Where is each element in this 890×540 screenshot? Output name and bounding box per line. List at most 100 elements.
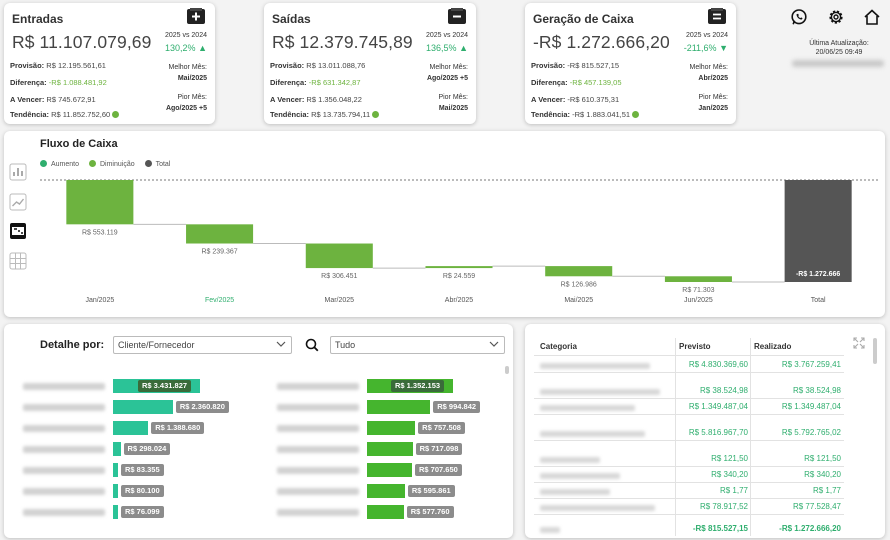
bar-category-label [23, 404, 105, 411]
waterfall-chart-icon[interactable] [9, 222, 27, 240]
bar-value-label: R$ 83.355 [121, 464, 164, 476]
x-tick-label: Jun/2025 [684, 297, 713, 304]
bar-fill[interactable] [367, 400, 431, 414]
table-category-cell [540, 405, 635, 411]
col-header-realizado[interactable]: Realizado [754, 342, 792, 351]
gear-icon[interactable] [827, 8, 845, 26]
kpi-title: Geração de Caixa [533, 12, 634, 26]
bar-row[interactable]: R$ 3.431.827 [23, 379, 200, 393]
bar-row[interactable]: R$ 83.355 [23, 463, 200, 477]
x-tick-label: Jan/2025 [85, 297, 114, 304]
bar-category-label [23, 383, 105, 390]
waterfall-bar-jun-2025[interactable] [664, 276, 732, 283]
bar-fill[interactable] [367, 484, 405, 498]
bar-fill[interactable] [113, 421, 149, 435]
scrollbar-thumb[interactable] [505, 366, 509, 374]
bar-row[interactable]: R$ 757.508 [277, 421, 465, 435]
bar-value-label: R$ 1.352.153 [391, 380, 445, 392]
compare-percent: 130,2% [165, 43, 196, 53]
column-chart-icon[interactable] [9, 163, 27, 181]
tendencia-row: Tendência: -R$ 1.883.041,51 [531, 110, 640, 119]
dimension-select[interactable]: Cliente/Fornecedor [113, 336, 292, 354]
bar-row[interactable]: R$ 2.360.820 [23, 400, 229, 414]
expand-icon[interactable] [853, 337, 865, 349]
compare-label: 2025 vs 2024 [685, 32, 728, 39]
bar-row[interactable]: R$ 577.760 [277, 505, 454, 519]
status-dot-icon [112, 111, 120, 118]
legend-dot-total [144, 160, 152, 167]
waterfall-bar-mai-2025[interactable] [545, 266, 613, 277]
bar-fill[interactable] [367, 463, 412, 477]
kpi-card-geracao-caixa: Geração de Caixa -R$ 1.272.666,20 2025 v… [525, 3, 736, 124]
bar-row[interactable]: R$ 1.388.680 [23, 421, 205, 435]
bar-row[interactable]: R$ 595.861 [277, 484, 455, 498]
compare-percent: -211,6% [683, 43, 717, 53]
column-divider [675, 338, 676, 536]
waterfall-bar-jan-2025[interactable] [66, 180, 134, 225]
bar-row[interactable]: R$ 717.098 [277, 442, 463, 456]
provisao-value: -R$ 815.527,15 [567, 61, 619, 70]
bar-fill[interactable] [367, 505, 404, 519]
table-grid-icon[interactable] [9, 252, 27, 270]
equals-icon[interactable] [707, 8, 727, 25]
data-label: -R$ 1.272.666 [796, 271, 840, 278]
x-tick-label: Total [811, 297, 826, 304]
worst-month-value: Mai/2025 [438, 105, 468, 112]
bar-row[interactable]: R$ 1.352.153 [277, 379, 453, 393]
bar-fill[interactable] [367, 421, 416, 435]
scope-select[interactable]: Tudo [330, 336, 505, 354]
x-tick-label: Mai/2025 [564, 297, 593, 304]
bar-fill[interactable] [113, 400, 173, 414]
table-cell-previsto: R$ 121,50 [711, 454, 748, 463]
bar-category-label [23, 467, 105, 474]
legend-label: Diminuição [99, 161, 135, 168]
bar-fill[interactable] [113, 484, 118, 498]
kpi-card-saidas: Saídas R$ 12.379.745,89 2025 vs 2024 136… [264, 3, 476, 124]
bar-row[interactable]: R$ 76.099 [23, 505, 200, 519]
bar-value-label: R$ 1.388.680 [151, 422, 205, 434]
table-total-previsto: -R$ 815.527,15 [692, 524, 748, 533]
status-dot-icon [632, 111, 640, 118]
bar-row[interactable]: R$ 80.100 [23, 484, 200, 498]
plus-icon[interactable] [186, 8, 206, 25]
waterfall-bar-fev-2025[interactable] [186, 224, 254, 244]
col-header-categoria[interactable]: Categoria [540, 342, 577, 351]
compare-value: 130,2% ▲ [165, 43, 207, 53]
bar-fill[interactable] [113, 463, 118, 477]
bar-value-label: R$ 595.861 [407, 485, 455, 497]
avencer-value: R$ 745.672,91 [46, 95, 96, 104]
bar-row[interactable]: R$ 298.024 [23, 442, 200, 456]
bar-fill[interactable] [113, 505, 118, 519]
minus-icon[interactable] [447, 8, 467, 25]
diferenca-row: Diferença: -R$ 631.342,87 [270, 78, 361, 87]
col-header-previsto[interactable]: Previsto [679, 342, 711, 351]
bar-fill[interactable] [367, 442, 413, 456]
line-chart-icon[interactable] [9, 193, 27, 211]
diferenca-value: -R$ 631.342,87 [308, 78, 361, 87]
worst-month-label: Pior Mês: [177, 94, 207, 101]
x-tick-label: Fev/2025 [205, 297, 234, 304]
home-icon[interactable] [863, 8, 881, 26]
bar-row[interactable]: R$ 994.842 [277, 400, 481, 414]
kpi-title: Saídas [272, 12, 311, 26]
bar-value-label: R$ 2.360.820 [175, 401, 229, 413]
tendencia-label: Tendência: [270, 110, 310, 119]
bar-fill[interactable] [113, 442, 121, 456]
table-category-cell [540, 473, 620, 479]
table-scrollbar[interactable] [873, 338, 877, 364]
search-icon[interactable] [305, 338, 319, 352]
table-cell-previsto: R$ 1.349.487,04 [688, 402, 748, 411]
scope-select-value: Tudo [335, 340, 356, 350]
waterfall-bar-mar-2025[interactable] [305, 243, 373, 269]
worst-month-value: Jan/2025 [698, 105, 728, 112]
best-month-label: Melhor Mês: [168, 64, 207, 71]
table-category-cell [540, 431, 645, 437]
waterfall-bar-abr-2025[interactable] [425, 266, 493, 269]
table-cell-previsto: R$ 38.524,98 [699, 386, 748, 395]
compare-label: 2025 vs 2024 [164, 32, 207, 39]
x-tick-label: Mar/2025 [324, 297, 354, 304]
waterfall-bar-total[interactable] [784, 180, 852, 282]
whatsapp-icon[interactable] [790, 8, 808, 26]
table-total-realizado: -R$ 1.272.666,20 [779, 524, 841, 533]
bar-row[interactable]: R$ 707.650 [277, 463, 462, 477]
